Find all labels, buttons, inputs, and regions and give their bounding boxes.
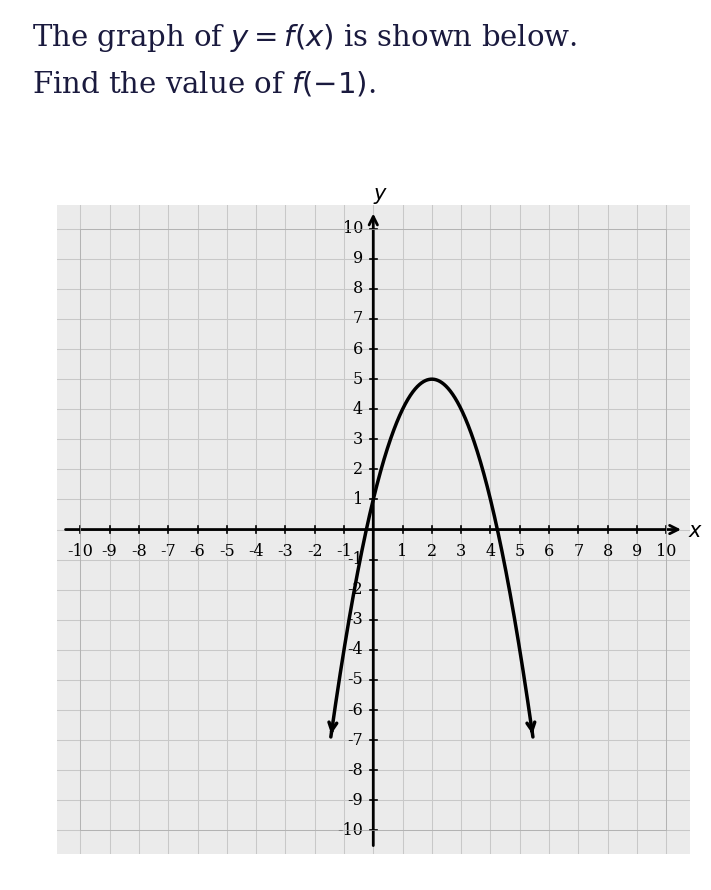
Text: 6: 6 <box>353 341 363 358</box>
Text: 4: 4 <box>353 400 363 417</box>
Text: 1: 1 <box>353 491 363 508</box>
Text: 3: 3 <box>353 431 363 448</box>
Text: 8: 8 <box>602 543 613 560</box>
Text: -9: -9 <box>347 792 363 809</box>
Text: -6: -6 <box>347 701 363 718</box>
Text: -8: -8 <box>131 543 146 560</box>
Text: $y$: $y$ <box>373 186 388 206</box>
Text: 7: 7 <box>573 543 584 560</box>
Text: 1: 1 <box>397 543 407 560</box>
Text: -4: -4 <box>348 642 363 659</box>
Text: -9: -9 <box>102 543 117 560</box>
Text: -5: -5 <box>219 543 235 560</box>
Text: 4: 4 <box>486 543 496 560</box>
Text: -1: -1 <box>336 543 352 560</box>
Text: -6: -6 <box>190 543 205 560</box>
Text: 2: 2 <box>353 461 363 478</box>
Text: -8: -8 <box>347 762 363 779</box>
Text: 7: 7 <box>353 311 363 328</box>
Text: The graph of $y = f(x)$ is shown below.: The graph of $y = f(x)$ is shown below. <box>32 22 577 54</box>
Text: 9: 9 <box>353 250 363 267</box>
Text: -4: -4 <box>248 543 264 560</box>
Text: 8: 8 <box>353 280 363 297</box>
Text: Find the value of $f(-1)$.: Find the value of $f(-1)$. <box>32 69 375 99</box>
Text: 6: 6 <box>544 543 554 560</box>
Text: 2: 2 <box>427 543 437 560</box>
Text: -10: -10 <box>337 821 363 839</box>
Text: -1: -1 <box>347 551 363 568</box>
Text: -7: -7 <box>347 732 363 748</box>
Text: -10: -10 <box>68 543 93 560</box>
Text: 3: 3 <box>456 543 466 560</box>
Text: -7: -7 <box>160 543 176 560</box>
Text: $x$: $x$ <box>688 522 703 540</box>
Text: -3: -3 <box>347 611 363 628</box>
Text: 5: 5 <box>515 543 525 560</box>
Text: 10: 10 <box>656 543 676 560</box>
Text: -2: -2 <box>307 543 323 560</box>
Text: 5: 5 <box>353 370 363 388</box>
Text: -3: -3 <box>277 543 293 560</box>
Text: -2: -2 <box>348 581 363 598</box>
Text: -5: -5 <box>347 671 363 689</box>
Text: 10: 10 <box>343 220 363 238</box>
Text: 9: 9 <box>632 543 642 560</box>
